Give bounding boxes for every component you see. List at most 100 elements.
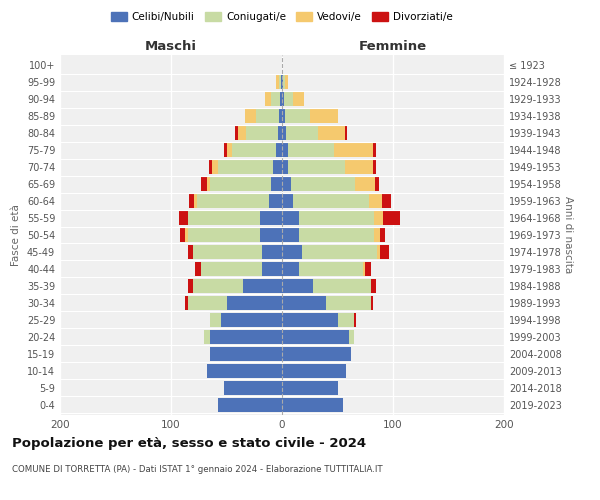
Bar: [310, 109, 337, 123]
Text: Maschi: Maschi: [145, 40, 197, 54]
Bar: [286, 109, 310, 123]
Bar: [382, 194, 391, 208]
Bar: [282, 143, 287, 157]
Bar: [278, 126, 282, 140]
Bar: [273, 160, 282, 174]
Bar: [185, 296, 188, 310]
Bar: [282, 347, 351, 361]
Bar: [313, 279, 371, 293]
Bar: [345, 160, 373, 174]
Bar: [193, 279, 243, 293]
Bar: [363, 262, 365, 276]
Bar: [282, 109, 286, 123]
Bar: [374, 211, 383, 225]
Bar: [180, 228, 185, 242]
Bar: [212, 160, 218, 174]
Y-axis label: Fasce di età: Fasce di età: [11, 204, 21, 266]
Legend: Celibi/Nubili, Coniugati/e, Vedovi/e, Divorziati/e: Celibi/Nubili, Coniugati/e, Vedovi/e, Di…: [107, 8, 457, 26]
Bar: [302, 245, 377, 259]
Bar: [282, 160, 287, 174]
Bar: [224, 381, 282, 395]
Bar: [277, 75, 278, 89]
Bar: [291, 177, 355, 191]
Bar: [299, 211, 374, 225]
Bar: [282, 194, 293, 208]
Bar: [201, 177, 206, 191]
Bar: [188, 228, 260, 242]
Bar: [282, 364, 346, 378]
Bar: [380, 245, 389, 259]
Bar: [278, 75, 281, 89]
Bar: [210, 313, 221, 327]
Bar: [282, 330, 349, 344]
Bar: [185, 228, 188, 242]
Bar: [282, 262, 299, 276]
Y-axis label: Anni di nascita: Anni di nascita: [563, 196, 573, 274]
Bar: [349, 330, 354, 344]
Bar: [204, 330, 210, 344]
Bar: [287, 160, 345, 174]
Bar: [193, 245, 262, 259]
Bar: [282, 279, 313, 293]
Bar: [209, 160, 212, 174]
Bar: [247, 126, 278, 140]
Bar: [256, 109, 278, 123]
Bar: [374, 228, 380, 242]
Bar: [278, 109, 282, 123]
Bar: [326, 296, 371, 310]
Bar: [375, 177, 379, 191]
Bar: [282, 228, 299, 242]
Bar: [196, 262, 201, 276]
Bar: [286, 126, 317, 140]
Bar: [281, 75, 282, 89]
Bar: [218, 398, 282, 412]
Bar: [377, 245, 380, 259]
Bar: [365, 262, 371, 276]
Bar: [354, 313, 356, 327]
Bar: [293, 194, 368, 208]
Bar: [286, 75, 287, 89]
Bar: [380, 228, 385, 242]
Bar: [210, 177, 271, 191]
Bar: [368, 194, 382, 208]
Bar: [283, 75, 286, 89]
Bar: [235, 126, 238, 140]
Bar: [224, 143, 227, 157]
Bar: [265, 92, 271, 106]
Bar: [188, 245, 193, 259]
Bar: [269, 194, 282, 208]
Bar: [337, 313, 354, 327]
Bar: [282, 245, 302, 259]
Bar: [334, 143, 373, 157]
Bar: [287, 143, 334, 157]
Bar: [299, 262, 363, 276]
Bar: [232, 143, 277, 157]
Bar: [262, 245, 282, 259]
Bar: [299, 228, 374, 242]
Bar: [210, 347, 282, 361]
Bar: [260, 211, 282, 225]
Bar: [238, 126, 247, 140]
Bar: [188, 279, 193, 293]
Bar: [282, 126, 286, 140]
Bar: [260, 228, 282, 242]
Bar: [197, 194, 269, 208]
Bar: [188, 296, 227, 310]
Bar: [371, 296, 373, 310]
Bar: [194, 194, 197, 208]
Bar: [262, 262, 282, 276]
Bar: [179, 211, 188, 225]
Bar: [188, 211, 260, 225]
Bar: [373, 143, 376, 157]
Bar: [189, 194, 194, 208]
Bar: [371, 279, 376, 293]
Bar: [227, 296, 282, 310]
Bar: [221, 313, 282, 327]
Bar: [218, 160, 273, 174]
Bar: [271, 92, 280, 106]
Bar: [280, 92, 282, 106]
Text: Popolazione per età, sesso e stato civile - 2024: Popolazione per età, sesso e stato civil…: [12, 438, 366, 450]
Bar: [345, 126, 347, 140]
Bar: [243, 279, 282, 293]
Text: COMUNE DI TORRETTA (PA) - Dati ISTAT 1° gennaio 2024 - Elaborazione TUTTITALIA.I: COMUNE DI TORRETTA (PA) - Dati ISTAT 1° …: [12, 466, 383, 474]
